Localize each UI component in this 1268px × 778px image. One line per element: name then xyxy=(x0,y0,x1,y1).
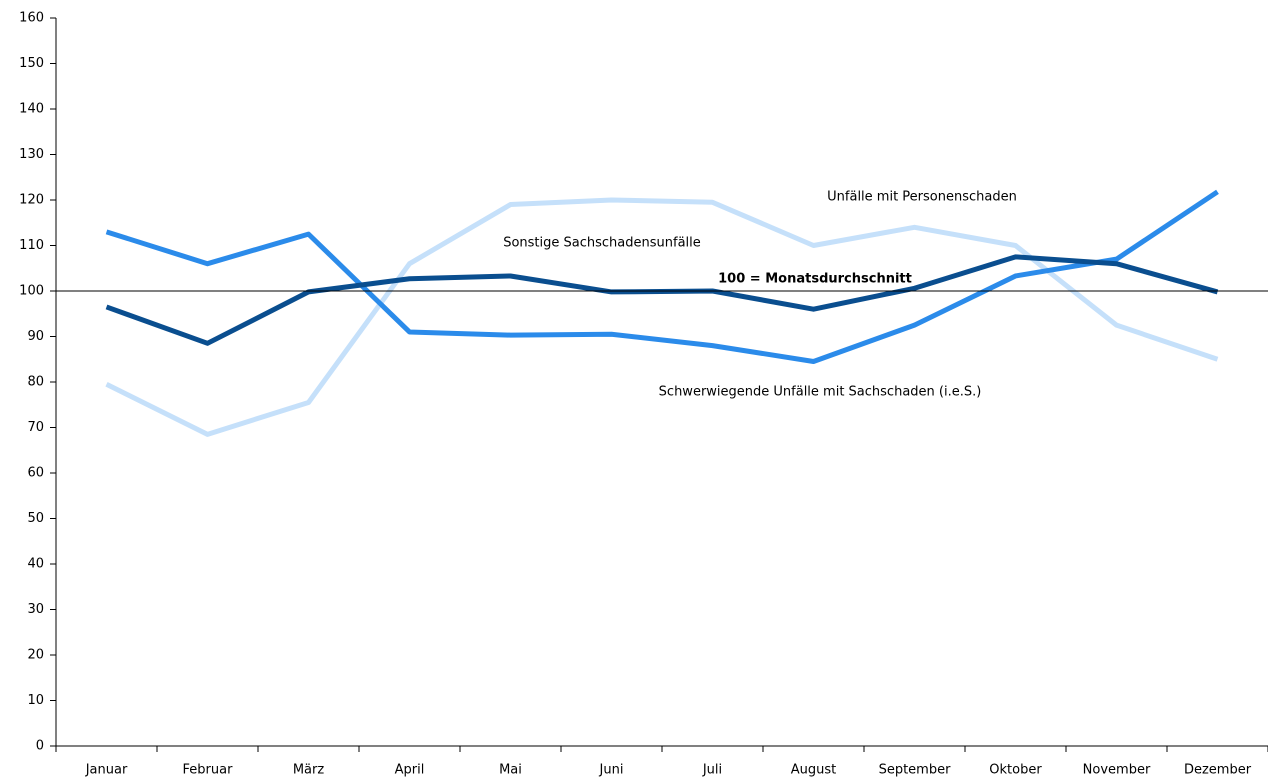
x-tick-label: November xyxy=(1083,763,1151,778)
y-tick-label: 10 xyxy=(27,693,44,708)
series-line xyxy=(105,189,1219,365)
y-tick-label: 0 xyxy=(36,739,44,754)
x-tick-label: Mai xyxy=(499,763,522,778)
x-tick-label: Juni xyxy=(599,763,624,778)
x-tick-label: Juli xyxy=(702,763,722,778)
reference-label: 100 = Monatsdurchschnitt xyxy=(718,272,912,287)
series-label: Schwerwiegende Unfälle mit Sachschaden (… xyxy=(659,385,982,400)
y-tick-label: 140 xyxy=(19,102,44,117)
y-tick-label: 50 xyxy=(27,511,44,526)
x-tick-label: März xyxy=(293,763,325,778)
x-tick-label: September xyxy=(879,763,952,778)
y-tick-label: 60 xyxy=(27,466,44,481)
y-tick-label: 90 xyxy=(27,329,44,344)
x-tick-label: Dezember xyxy=(1184,763,1252,778)
y-tick-label: 80 xyxy=(27,375,44,390)
x-tick-label: Oktober xyxy=(989,763,1042,778)
y-tick-label: 120 xyxy=(19,193,44,208)
y-tick-label: 110 xyxy=(19,238,44,253)
x-tick-label: Februar xyxy=(183,763,234,778)
y-tick-label: 130 xyxy=(19,147,44,162)
x-tick-label: April xyxy=(395,763,425,778)
series-label: Sonstige Sachschadensunfälle xyxy=(503,236,701,251)
y-tick-label: 100 xyxy=(19,284,44,299)
y-tick-label: 150 xyxy=(19,56,44,71)
y-tick-label: 40 xyxy=(27,557,44,572)
y-tick-label: 160 xyxy=(19,11,44,26)
x-tick-label: Januar xyxy=(85,763,128,778)
y-tick-label: 20 xyxy=(27,648,44,663)
series-label: Unfälle mit Personenschaden xyxy=(827,190,1017,205)
x-tick-label: August xyxy=(791,763,837,778)
y-tick-label: 30 xyxy=(27,602,44,617)
y-tick-label: 70 xyxy=(27,420,44,435)
